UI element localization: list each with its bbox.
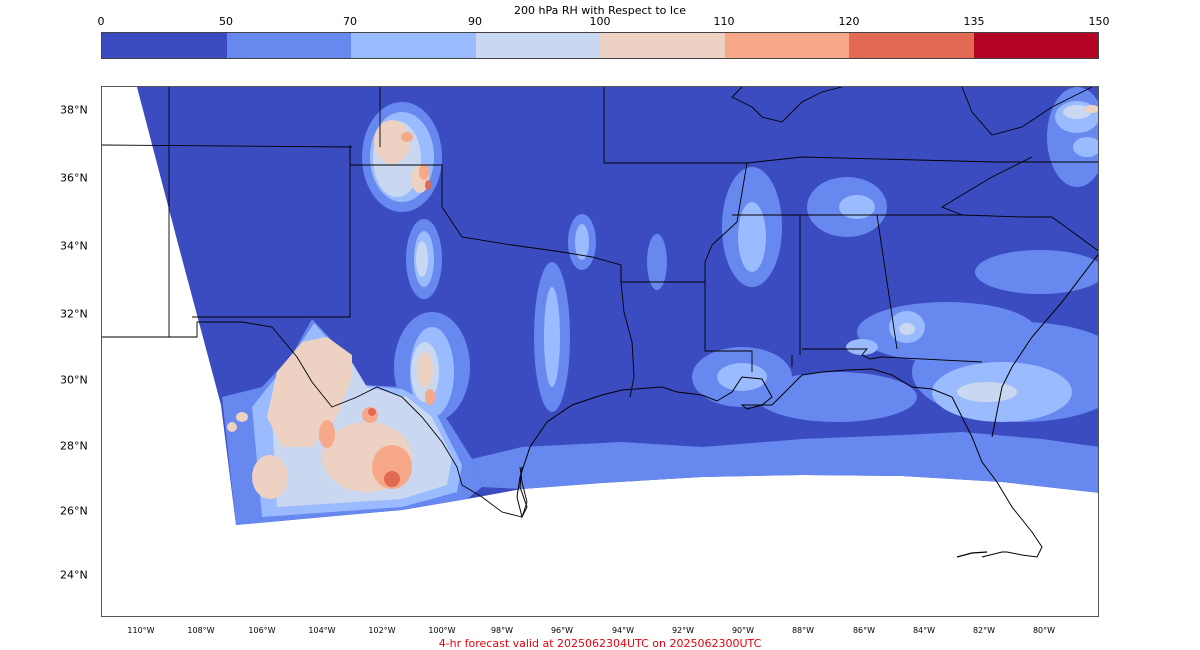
lon-label: 86°W: [852, 626, 876, 635]
lon-label: 96°W: [550, 626, 574, 635]
lon-label: 88°W: [791, 626, 815, 635]
colorbar-tick: 110: [713, 15, 735, 28]
colorbar-tick: 70: [343, 15, 357, 28]
colorbar: [101, 32, 1099, 59]
lat-label: 32°N: [60, 307, 88, 321]
lon-label: 84°W: [912, 626, 936, 635]
colorbar-tick: 0: [97, 15, 105, 28]
rh-100-110-band: [227, 105, 1098, 499]
lon-label: 106°W: [248, 626, 276, 635]
lon-label: 110°W: [127, 626, 155, 635]
rh-110-120-band: [319, 132, 435, 489]
state-borders: [102, 87, 1098, 518]
lat-label: 34°N: [60, 239, 88, 253]
rh-120-135-band: [368, 180, 431, 487]
lon-label: 98°W: [490, 626, 514, 635]
colorbar-segment: [600, 33, 725, 58]
lon-label: 92°W: [671, 626, 695, 635]
lon-label: 100°W: [428, 626, 456, 635]
lon-label: 104°W: [308, 626, 336, 635]
lat-label: 24°N: [60, 568, 88, 582]
lat-label: 28°N: [60, 439, 88, 453]
lon-label: 102°W: [368, 626, 396, 635]
colorbar-segment: [849, 33, 974, 58]
colorbar-segment: [475, 33, 600, 58]
colorbar-segment: [724, 33, 849, 58]
colorbar-tick: 135: [963, 15, 985, 28]
coastline: [516, 253, 1098, 558]
lon-label: 94°W: [611, 626, 635, 635]
keys-coast: [956, 551, 988, 558]
colorbar-segment: [351, 33, 476, 58]
rh-map: [102, 87, 1098, 558]
colorbar-tick: 90: [468, 15, 482, 28]
lon-label: 82°W: [972, 626, 996, 635]
colorbar-segment: [973, 33, 1098, 58]
colorbar-tick: 50: [219, 15, 233, 28]
lat-label: 30°N: [60, 373, 88, 387]
colorbar-tick: 120: [838, 15, 860, 28]
lat-label: 36°N: [60, 171, 88, 185]
forecast-valid-label: 4-hr forecast valid at 2025062304UTC on …: [438, 637, 762, 650]
colorbar-tick: 150: [1088, 15, 1110, 28]
lon-label: 108°W: [187, 626, 215, 635]
lon-label: 90°W: [731, 626, 755, 635]
colorbar-tick: 100: [589, 15, 611, 28]
colorbar-segment: [102, 33, 227, 58]
colorbar-title: 200 hPa RH with Respect to Ice: [514, 4, 686, 17]
lon-label: 80°W: [1032, 626, 1056, 635]
lat-label: 38°N: [60, 103, 88, 117]
colorbar-segment: [226, 33, 351, 58]
map-panel: [101, 86, 1099, 617]
lat-label: 26°N: [60, 504, 88, 518]
